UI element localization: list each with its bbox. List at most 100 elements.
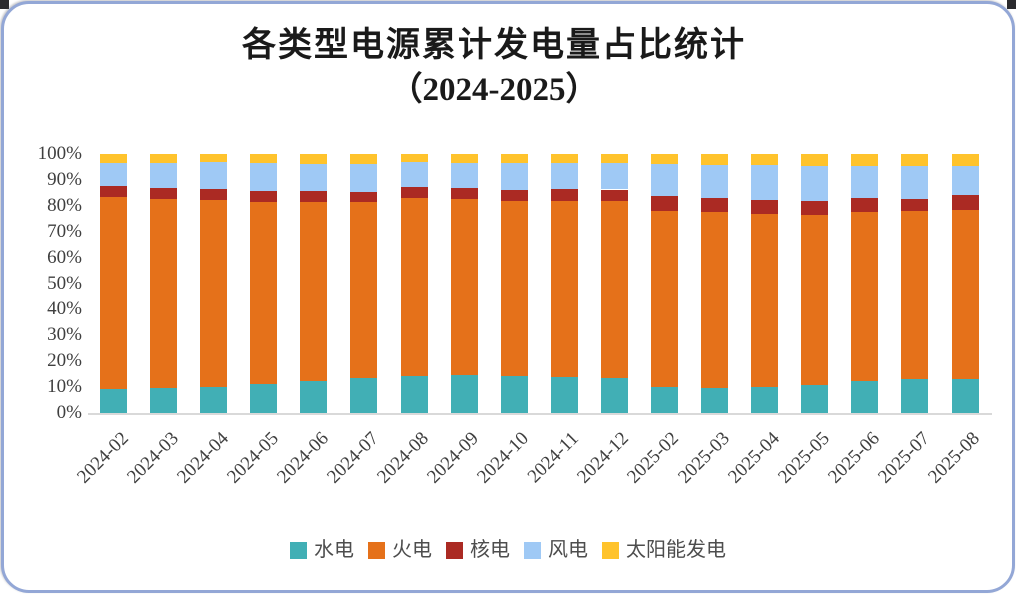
bar-2024-08: [400, 154, 428, 413]
segment-wind: [801, 165, 829, 202]
bar-2024-02: [100, 154, 127, 413]
segment-solar: [701, 154, 729, 165]
segment-thermal: [150, 199, 178, 389]
segment-nuclear: [801, 201, 829, 215]
segment-thermal: [300, 202, 328, 382]
bar-2024-04: [200, 154, 228, 413]
segment-wind: [100, 163, 127, 187]
segment-thermal: [751, 214, 779, 387]
segment-nuclear: [951, 195, 979, 211]
segment-hydro: [550, 377, 578, 413]
segment-wind: [250, 163, 278, 191]
segment-solar: [100, 154, 127, 164]
segment-thermal: [701, 212, 729, 388]
plot-area: [88, 154, 992, 415]
segment-solar: [150, 154, 178, 163]
segment-thermal: [250, 201, 278, 384]
y-axis-tick: 100%: [37, 143, 82, 164]
segment-thermal: [350, 202, 378, 378]
y-axis-tick: 10%: [47, 376, 82, 398]
segment-solar: [450, 154, 478, 163]
legend-swatch-wind: [524, 541, 541, 559]
y-axis-tick: 90%: [47, 168, 82, 190]
segment-thermal: [500, 200, 528, 376]
legend-swatch-solar: [602, 541, 619, 559]
segment-wind: [450, 162, 478, 189]
segment-hydro: [851, 381, 879, 413]
segment-solar: [951, 154, 979, 167]
chart-title-block: 各类型电源累计发电量占比统计 （2024-2025）: [4, 24, 984, 112]
segment-wind: [751, 164, 779, 201]
segment-nuclear: [650, 195, 678, 211]
segment-wind: [400, 162, 428, 188]
segment-thermal: [801, 214, 829, 385]
segment-hydro: [600, 378, 628, 413]
segment-thermal: [951, 210, 979, 380]
segment-hydro: [150, 388, 178, 413]
segment-thermal: [851, 212, 879, 382]
segment-wind: [500, 162, 528, 191]
segment-thermal: [400, 198, 428, 376]
segment-nuclear: [150, 188, 178, 200]
segment-nuclear: [250, 190, 278, 202]
segment-wind: [150, 162, 178, 189]
y-axis-tick: 60%: [47, 246, 82, 268]
segment-solar: [250, 154, 278, 164]
bar-2025-04: [751, 154, 779, 413]
bar-2025-06: [851, 154, 879, 413]
segment-thermal: [200, 200, 228, 387]
bar-2025-02: [650, 154, 678, 413]
segment-hydro: [751, 386, 779, 413]
legend-item-wind: 风电: [524, 538, 588, 562]
bar-2024-09: [450, 154, 478, 413]
segment-wind: [951, 166, 979, 196]
segment-hydro: [701, 387, 729, 413]
segment-wind: [701, 164, 729, 199]
background-corner-right: [1007, 0, 1016, 9]
segment-wind: [650, 163, 678, 196]
segment-nuclear: [600, 189, 628, 202]
legend-label-solar: 太阳能发电: [626, 539, 726, 561]
segment-nuclear: [701, 198, 729, 213]
segment-hydro: [500, 375, 528, 413]
legend-item-thermal: 火电: [368, 538, 432, 562]
segment-solar: [300, 154, 328, 164]
segment-solar: [200, 154, 228, 163]
segment-nuclear: [550, 189, 578, 201]
x-axis-labels: 2024-02 2024-03 2024-04 2024-05 2024-06 2024-…: [73, 416, 992, 526]
segment-wind: [350, 163, 378, 192]
segment-thermal: [901, 210, 929, 380]
bar-2024-10: [500, 154, 528, 413]
segment-nuclear: [200, 188, 228, 201]
segment-thermal: [100, 197, 127, 389]
segment-nuclear: [450, 188, 478, 200]
bar-2024-12: [600, 154, 628, 413]
segment-wind: [550, 162, 578, 190]
bar-2024-11: [550, 154, 578, 413]
segment-wind: [901, 166, 929, 200]
segment-solar: [751, 154, 779, 165]
bar-2025-07: [901, 154, 929, 413]
segment-hydro: [450, 374, 478, 413]
segment-nuclear: [100, 186, 127, 198]
segment-nuclear: [350, 191, 378, 203]
y-axis-tick: 40%: [47, 298, 82, 320]
y-axis-tick: 0%: [56, 402, 82, 423]
legend-swatch-hydro: [290, 541, 307, 559]
y-axis-tick: 50%: [47, 272, 82, 294]
legend-swatch-nuclear: [446, 541, 463, 559]
segment-solar: [550, 154, 578, 163]
segment-thermal: [550, 200, 578, 378]
chart-legend: 水电 火电 核电 风电 太阳能发电: [4, 538, 1012, 562]
segment-solar: [350, 154, 378, 164]
segment-hydro: [801, 384, 829, 413]
segment-thermal: [650, 210, 678, 388]
chart-title: 各类型电源累计发电量占比统计: [242, 27, 746, 64]
segment-wind: [200, 162, 228, 189]
legend-item-hydro: 水电: [290, 538, 354, 562]
segment-solar: [600, 154, 628, 164]
y-axis-tick: 20%: [47, 350, 82, 372]
bar-2024-05: [250, 154, 278, 413]
